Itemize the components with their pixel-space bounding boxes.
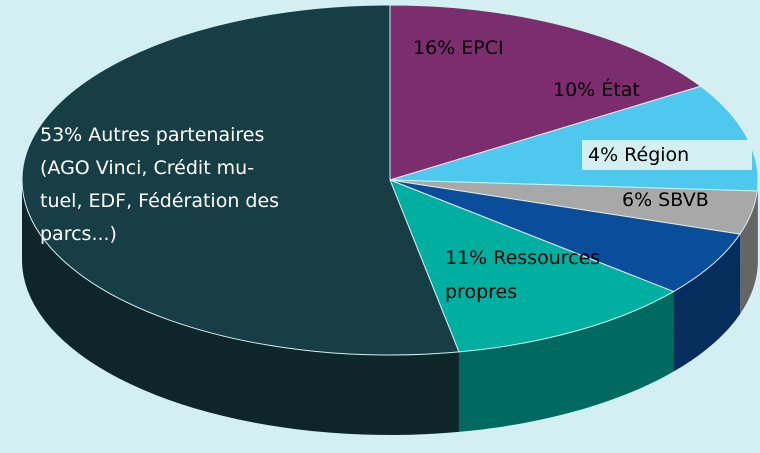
- data-label-line: 53% Autres partenaires: [40, 124, 264, 146]
- slice: [21, 4, 460, 356]
- slice-side: [739, 190, 758, 315]
- data-label-line: 10% État: [553, 78, 640, 101]
- slice: [389, 179, 675, 353]
- label-background: [582, 140, 752, 170]
- slice: [389, 179, 741, 293]
- data-label-line: 16% EPCI: [413, 37, 504, 59]
- data-label-line: propres: [445, 281, 517, 303]
- data-label: 53% Autres partenaires (AGO Vinci, Crédit…: [40, 124, 279, 245]
- data-label: 4% Région: [588, 144, 689, 166]
- data-label-line: 4% Région: [588, 144, 689, 166]
- slice-side: [22, 180, 459, 435]
- data-label-line: (AGO Vinci, Crédit mu-: [40, 157, 254, 179]
- data-label: 16% EPCI: [413, 37, 504, 59]
- data-label-line: parcs...): [40, 223, 117, 245]
- slice: [389, 4, 702, 181]
- data-label-line: 6% SBVB: [622, 189, 709, 211]
- slice-side: [673, 234, 740, 372]
- data-label: 11% Ressources propres: [445, 247, 600, 303]
- data-label-line: 11% Ressources: [445, 247, 600, 269]
- data-label-line: tuel, EDF, Fédération des: [40, 190, 279, 212]
- data-label: 6% SBVB: [622, 189, 709, 211]
- data-label: 10% État: [553, 78, 640, 101]
- slice-side: [458, 291, 674, 432]
- slice-side: [757, 180, 758, 271]
